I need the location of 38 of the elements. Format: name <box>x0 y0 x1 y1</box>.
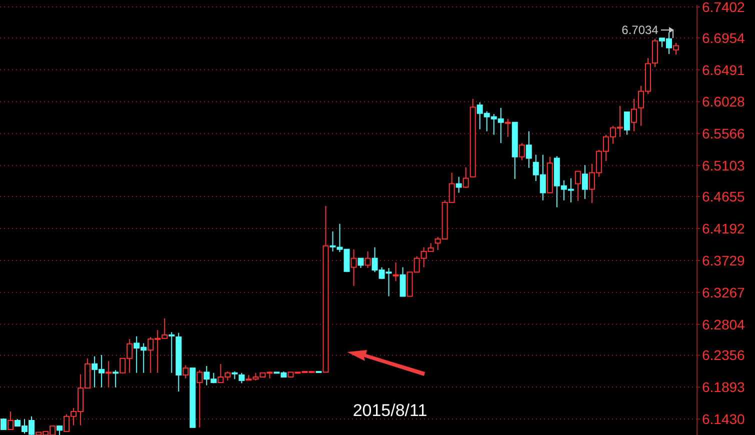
candlestick <box>196 370 203 428</box>
candlestick <box>672 42 679 56</box>
candlestick <box>518 142 525 161</box>
y-tick-label: 6.1893 <box>702 379 746 396</box>
y-tick-label: 6.5566 <box>702 126 746 142</box>
candlestick <box>364 250 371 268</box>
y-tick-label: 6.6491 <box>702 62 746 78</box>
annotation: 2015/8/11 <box>352 401 428 420</box>
candlestick <box>350 248 357 286</box>
candlestick <box>630 98 637 132</box>
y-tick-label: 6.1430 <box>702 411 746 428</box>
candlestick <box>526 130 532 168</box>
candlestick <box>504 118 511 138</box>
candlestick <box>112 370 119 388</box>
candlestick <box>624 111 630 136</box>
candlestick <box>238 372 245 384</box>
y-tick-label: 6.6954 <box>702 30 746 46</box>
y-tick-label: 6.3267 <box>702 284 746 300</box>
y-tick-label: 6.3729 <box>702 252 746 268</box>
candlestick <box>392 262 399 282</box>
candlestick <box>106 360 112 388</box>
candlestick <box>462 166 469 188</box>
candlestick <box>168 332 175 374</box>
y-tick-label: 6.2356 <box>702 347 746 364</box>
y-tick-label: 6.6028 <box>702 94 746 110</box>
candlestick <box>358 258 364 268</box>
y-tick-label: 6.5103 <box>702 158 746 174</box>
candlestick <box>456 176 462 194</box>
candlestick <box>582 164 588 200</box>
candlestick <box>8 411 14 430</box>
y-tick-label: 6.4655 <box>702 188 746 205</box>
candlestick <box>182 364 189 379</box>
annotation: 6.7034 <box>622 23 659 37</box>
candlestick <box>400 266 406 297</box>
y-tick-label: 6.2804 <box>702 316 746 332</box>
candlestick <box>574 170 581 202</box>
y-tick-label: 6.4192 <box>702 220 746 236</box>
y-tick-label: 6.7402 <box>702 0 746 15</box>
